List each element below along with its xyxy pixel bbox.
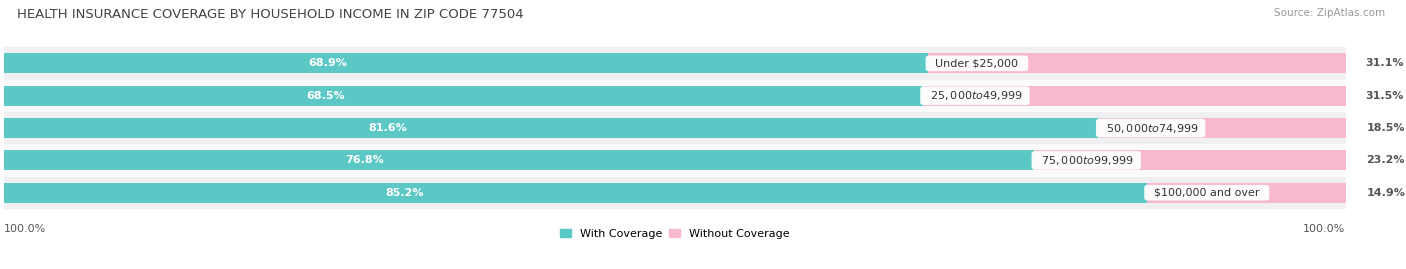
Bar [1035, 150, 1346, 170]
Text: $25,000 to $49,999: $25,000 to $49,999 [922, 89, 1026, 102]
Bar [4, 118, 1098, 138]
Text: $100,000 and over: $100,000 and over [1147, 188, 1267, 198]
Text: 68.9%: 68.9% [308, 58, 347, 68]
Text: 81.6%: 81.6% [368, 123, 406, 133]
Text: $50,000 to $74,999: $50,000 to $74,999 [1098, 122, 1202, 134]
Bar [4, 176, 1346, 209]
Bar [4, 47, 1346, 80]
Text: Under $25,000: Under $25,000 [928, 58, 1025, 68]
Text: 31.1%: 31.1% [1365, 58, 1405, 68]
Text: 85.2%: 85.2% [385, 188, 423, 198]
Text: 76.8%: 76.8% [346, 155, 384, 165]
Bar [4, 183, 1147, 203]
Legend: With Coverage, Without Coverage: With Coverage, Without Coverage [555, 225, 794, 243]
Text: 68.5%: 68.5% [307, 91, 344, 101]
Text: 100.0%: 100.0% [1303, 224, 1346, 234]
Text: 31.5%: 31.5% [1365, 91, 1405, 101]
Bar [1147, 183, 1347, 203]
Bar [4, 80, 1346, 112]
Bar [4, 144, 1346, 176]
Text: 18.5%: 18.5% [1367, 123, 1406, 133]
Bar [4, 86, 922, 106]
Text: 23.2%: 23.2% [1365, 155, 1405, 165]
Bar [922, 86, 1346, 106]
Text: 100.0%: 100.0% [4, 224, 46, 234]
Text: Source: ZipAtlas.com: Source: ZipAtlas.com [1274, 8, 1385, 18]
Bar [4, 150, 1035, 170]
Bar [928, 53, 1346, 73]
Bar [4, 112, 1346, 144]
Text: $75,000 to $99,999: $75,000 to $99,999 [1035, 154, 1137, 167]
Text: 14.9%: 14.9% [1367, 188, 1406, 198]
Bar [4, 53, 928, 73]
Bar [1098, 118, 1347, 138]
Text: HEALTH INSURANCE COVERAGE BY HOUSEHOLD INCOME IN ZIP CODE 77504: HEALTH INSURANCE COVERAGE BY HOUSEHOLD I… [17, 8, 523, 21]
